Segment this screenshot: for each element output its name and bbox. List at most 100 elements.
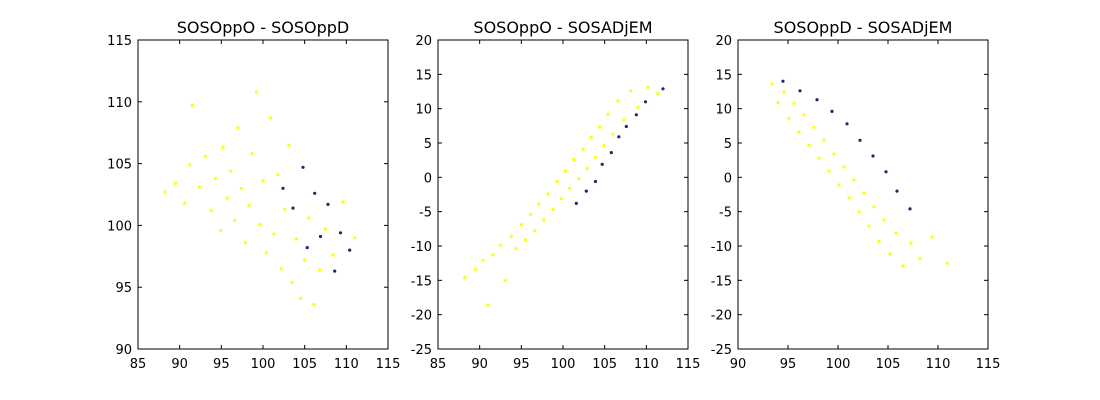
subplot-1-point-s0-26 <box>279 267 283 271</box>
subplot-3-point-s1-5 <box>858 138 862 142</box>
subplot-3-ytick-label-9: 20 <box>715 34 732 49</box>
subplot-1-point-s0-34 <box>312 302 316 307</box>
subplot-2-ytick-label-6: 5 <box>424 137 432 152</box>
subplot-1-point-s0-2 <box>183 201 187 205</box>
subplot-1-point-s1-3 <box>305 246 309 250</box>
subplot-2-point-s0-11 <box>528 212 533 216</box>
subplot-1-point-s1-6 <box>326 202 330 206</box>
subplot-1-ytick-label-5: 115 <box>107 34 132 49</box>
subplot-1-point-s0-19 <box>254 90 258 94</box>
subplot-1-point-s0-38 <box>341 200 345 204</box>
subplot-2-point-s1-6 <box>624 124 628 129</box>
subplot-1-xtick-label-5: 110 <box>334 357 359 372</box>
subplot-2-ytick-label-8: 15 <box>415 68 432 83</box>
subplot-1-point-s0-29 <box>290 280 294 284</box>
subplot-2-point-s0-18 <box>559 197 563 201</box>
subplot-1-point-s0-11 <box>225 196 229 200</box>
subplot-1-point-s1-0 <box>281 186 285 190</box>
subplot-3-ytick-label-3: -10 <box>711 240 732 255</box>
subplot-2-xtick-label-4: 105 <box>592 357 617 372</box>
subplot-3-points <box>770 79 949 268</box>
subplot-1-point-s0-6 <box>203 154 208 158</box>
subplot-2-xtick-label-5: 110 <box>634 357 659 372</box>
subplot-2-point-s0-27 <box>598 125 602 129</box>
subplot-3-point-s0-16 <box>852 178 856 182</box>
subplot-2-point-s0-5 <box>498 243 503 247</box>
subplot-2-xtick-label-3: 100 <box>551 357 576 372</box>
subplot-2-ticks: 85 90 95 100 105 110 115 -25 -20 -15 -10 -5 0 5 10 15 20 <box>411 34 701 372</box>
subplot-3-ytick-label-5: 0 <box>724 171 732 186</box>
subplot-1-point-s0-20 <box>258 222 262 226</box>
subplot-1-point-s0-7 <box>209 209 213 213</box>
subplot-3-point-s0-9 <box>817 156 821 160</box>
subplot-2-point-s0-36 <box>656 92 660 96</box>
subplot-3-point-s0-7 <box>807 143 811 147</box>
subplot-1-point-s0-13 <box>233 218 237 223</box>
subplot-1-point-s0-37 <box>331 253 335 257</box>
subplot-3-point-s0-5 <box>797 130 801 134</box>
subplot-3-point-s0-8 <box>812 125 816 129</box>
subplot-3-point-s1-4 <box>845 122 849 126</box>
subplot-3-point-s0-23 <box>888 252 892 256</box>
subplot-3-xtick-label-2: 100 <box>826 357 851 372</box>
subplot-1-point-s1-5 <box>318 234 323 239</box>
subplot-2-point-s0-31 <box>616 99 620 103</box>
subplot-1-point-s0-4 <box>190 103 194 108</box>
subplot-1-point-s0-22 <box>264 251 268 255</box>
subplot-2-xtick-label-1: 90 <box>471 357 488 372</box>
subplot-1-point-s0-30 <box>294 237 298 241</box>
subplot-1-point-s0-3 <box>188 163 192 167</box>
subplot-2-point-s1-7 <box>634 113 638 117</box>
subplot-1-point-s0-16 <box>243 241 248 245</box>
subplot-3-point-s0-2 <box>782 90 786 94</box>
subplot-2-xtick-label-2: 95 <box>513 357 530 372</box>
subplot-1-frame <box>137 39 389 350</box>
subplot-1-point-s0-21 <box>261 179 265 183</box>
subplot-3-point-s1-8 <box>895 189 899 193</box>
subplot-3-ytick-label-7: 10 <box>715 103 732 118</box>
subplot-1-point-s0-33 <box>307 216 311 220</box>
subplot-2-point-s0-25 <box>589 135 593 140</box>
subplot-2-point-s0-6 <box>503 278 508 282</box>
subplot-1-point-s1-8 <box>338 231 343 235</box>
subplot-1-xtick-label-4: 105 <box>292 357 317 372</box>
subplot-1-point-s0-14 <box>236 126 240 130</box>
subplot-2-point-s0-22 <box>577 177 581 181</box>
subplot-3-xtick-label-1: 95 <box>780 357 797 372</box>
subplot-1-point-s0-36 <box>323 227 328 231</box>
subplot-2-ytick-label-2: -15 <box>411 274 432 289</box>
subplot-3-ytick-label-6: 5 <box>724 137 732 152</box>
subplot-2-points <box>463 85 665 307</box>
subplot-3-point-s0-24 <box>894 231 898 235</box>
subplot-1-ytick-label-1: 95 <box>115 281 132 296</box>
subplot-3-point-s0-10 <box>822 138 826 142</box>
subplot-3-point-s0-4 <box>792 101 796 105</box>
subplot-2-ytick-label-9: 20 <box>415 34 432 49</box>
subplot-2-ytick-label-1: -20 <box>411 309 432 324</box>
subplot-2-point-s1-8 <box>643 100 648 104</box>
subplot-3-point-s0-18 <box>862 191 866 195</box>
subplot-3-ticks: 90 95 100 105 110 115 -25 -20 -15 -10 -5 0 5 10 15 20 <box>711 34 1001 372</box>
subplot-2-title: SOSOppO - SOSADjEM <box>473 18 652 37</box>
subplot-3-point-s0-13 <box>837 183 841 187</box>
subplot-2-point-s1-2 <box>593 179 598 184</box>
subplot-1-point-s0-31 <box>298 296 303 300</box>
subplot-2-point-s1-1 <box>584 189 588 193</box>
subplot-2-ytick-label-4: -5 <box>419 206 432 221</box>
subplot-1-point-s0-17 <box>247 204 251 208</box>
subplot-1-xtick-label-3: 100 <box>251 357 276 372</box>
subplot-2-xtick-label-6: 115 <box>676 357 701 372</box>
subplot-1-point-s0-24 <box>272 232 276 236</box>
subplot-2-point-s0-0 <box>463 276 467 280</box>
subplot-3-point-s1-0 <box>781 79 785 83</box>
subplot-3-point-s0-26 <box>909 241 913 245</box>
subplot-3-point-s0-25 <box>901 264 905 268</box>
subplot-1-point-s0-12 <box>228 169 233 173</box>
subplot-2-point-s0-16 <box>551 208 555 212</box>
subplot-3-point-s0-11 <box>827 169 831 173</box>
subplot-1-xtick-label-1: 90 <box>171 357 188 372</box>
subplot-2-ytick-label-7: 10 <box>415 103 432 118</box>
subplot-2-point-s0-26 <box>593 155 598 159</box>
subplot-2-point-s0-29 <box>606 112 610 116</box>
subplot-2-point-s0-21 <box>572 157 576 162</box>
